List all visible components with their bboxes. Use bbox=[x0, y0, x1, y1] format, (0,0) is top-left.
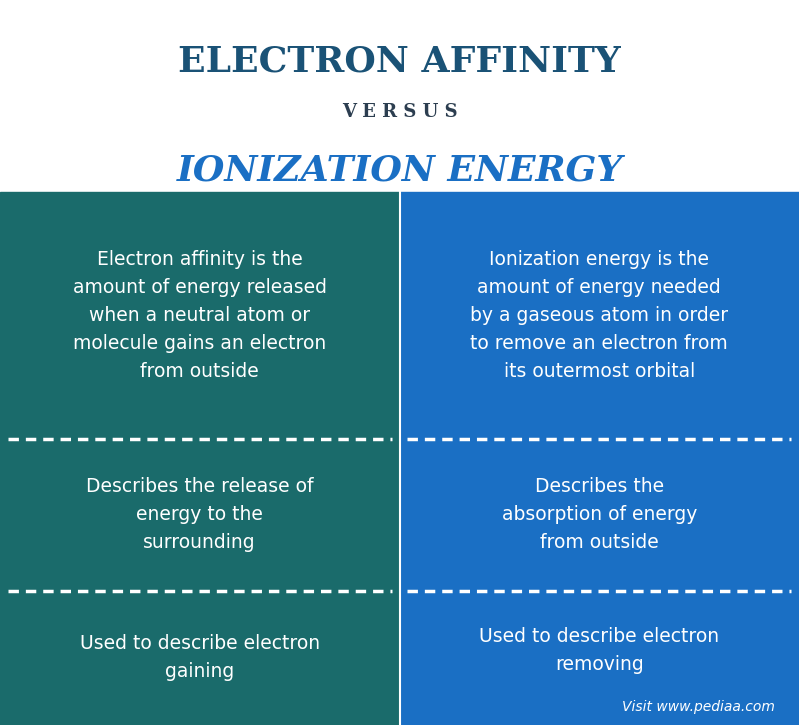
Text: Ionization energy is the
amount of energy needed
by a gaseous atom in order
to r: Ionization energy is the amount of energ… bbox=[470, 250, 729, 381]
Text: Describes the
absorption of energy
from outside: Describes the absorption of energy from … bbox=[502, 477, 697, 552]
Text: Describes the release of
energy to the
surrounding: Describes the release of energy to the s… bbox=[86, 477, 313, 552]
Text: Used to describe electron
removing: Used to describe electron removing bbox=[479, 627, 719, 674]
Text: Visit www.pediaa.com: Visit www.pediaa.com bbox=[622, 700, 775, 714]
Text: Used to describe electron
gaining: Used to describe electron gaining bbox=[80, 634, 320, 682]
Bar bbox=[0, 0, 799, 192]
Text: Electron affinity is the
amount of energy released
when a neutral atom or
molecu: Electron affinity is the amount of energ… bbox=[73, 250, 327, 381]
Text: ELECTRON AFFINITY: ELECTRON AFFINITY bbox=[178, 45, 621, 78]
Bar bbox=[400, 192, 799, 725]
Bar bbox=[0, 192, 400, 725]
Text: IONIZATION ENERGY: IONIZATION ENERGY bbox=[177, 154, 622, 187]
Text: V E R S U S: V E R S U S bbox=[342, 104, 457, 121]
